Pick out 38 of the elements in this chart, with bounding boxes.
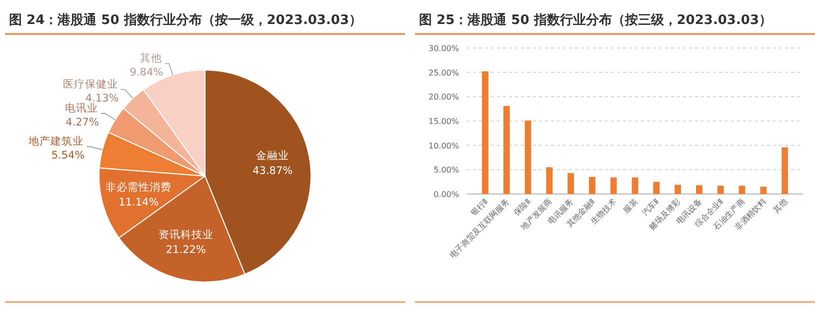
bar [546, 167, 553, 194]
bar [653, 182, 660, 194]
bar [482, 71, 488, 194]
y-tick-label: 5.00% [434, 166, 460, 175]
slice-label: 非必需性消费 [106, 180, 172, 194]
slice-label: 地产建筑业 [28, 134, 84, 148]
data-label: 9.84% [130, 66, 164, 79]
data-label: 21.22% [166, 244, 206, 256]
y-tick-label: 30.00% [428, 44, 460, 53]
bar [717, 186, 724, 194]
data-label: 43.87% [252, 164, 293, 177]
chart-title: 图 24：港股通 50 指数行业分布（按一级，2023.03.03） [9, 12, 362, 28]
slice-label: 医疗保健业 [62, 77, 118, 90]
bar [674, 184, 682, 194]
bar [568, 173, 574, 194]
bar [782, 147, 788, 194]
chart-title: 图 25：港股通 50 指数行业分布（按三级，2023.03.03） [419, 12, 772, 28]
bar [610, 177, 617, 194]
data-label: 4.27% [66, 116, 99, 128]
slice-label: 其他 [140, 52, 162, 65]
bar [738, 186, 746, 194]
data-label: 5.54% [51, 150, 85, 162]
bar [524, 120, 532, 194]
y-tick-label: 20.00% [428, 92, 460, 102]
y-tick-label: 0.00% [434, 190, 460, 199]
x-tick-label: 其他 [772, 197, 790, 215]
bar [632, 177, 638, 194]
y-tick-label: 25.00% [428, 68, 460, 78]
bar [588, 176, 596, 194]
slice-label: 资讯科技业 [158, 228, 214, 242]
x-tick-label: 服装 [622, 197, 640, 215]
bar [760, 186, 767, 194]
y-tick-label: 15.00% [428, 117, 460, 126]
slice-label: 金融业 [256, 148, 290, 162]
bar [696, 185, 702, 194]
data-label: 11.14% [118, 196, 159, 209]
y-tick-label: 10.00% [428, 141, 460, 150]
bar [503, 106, 510, 194]
